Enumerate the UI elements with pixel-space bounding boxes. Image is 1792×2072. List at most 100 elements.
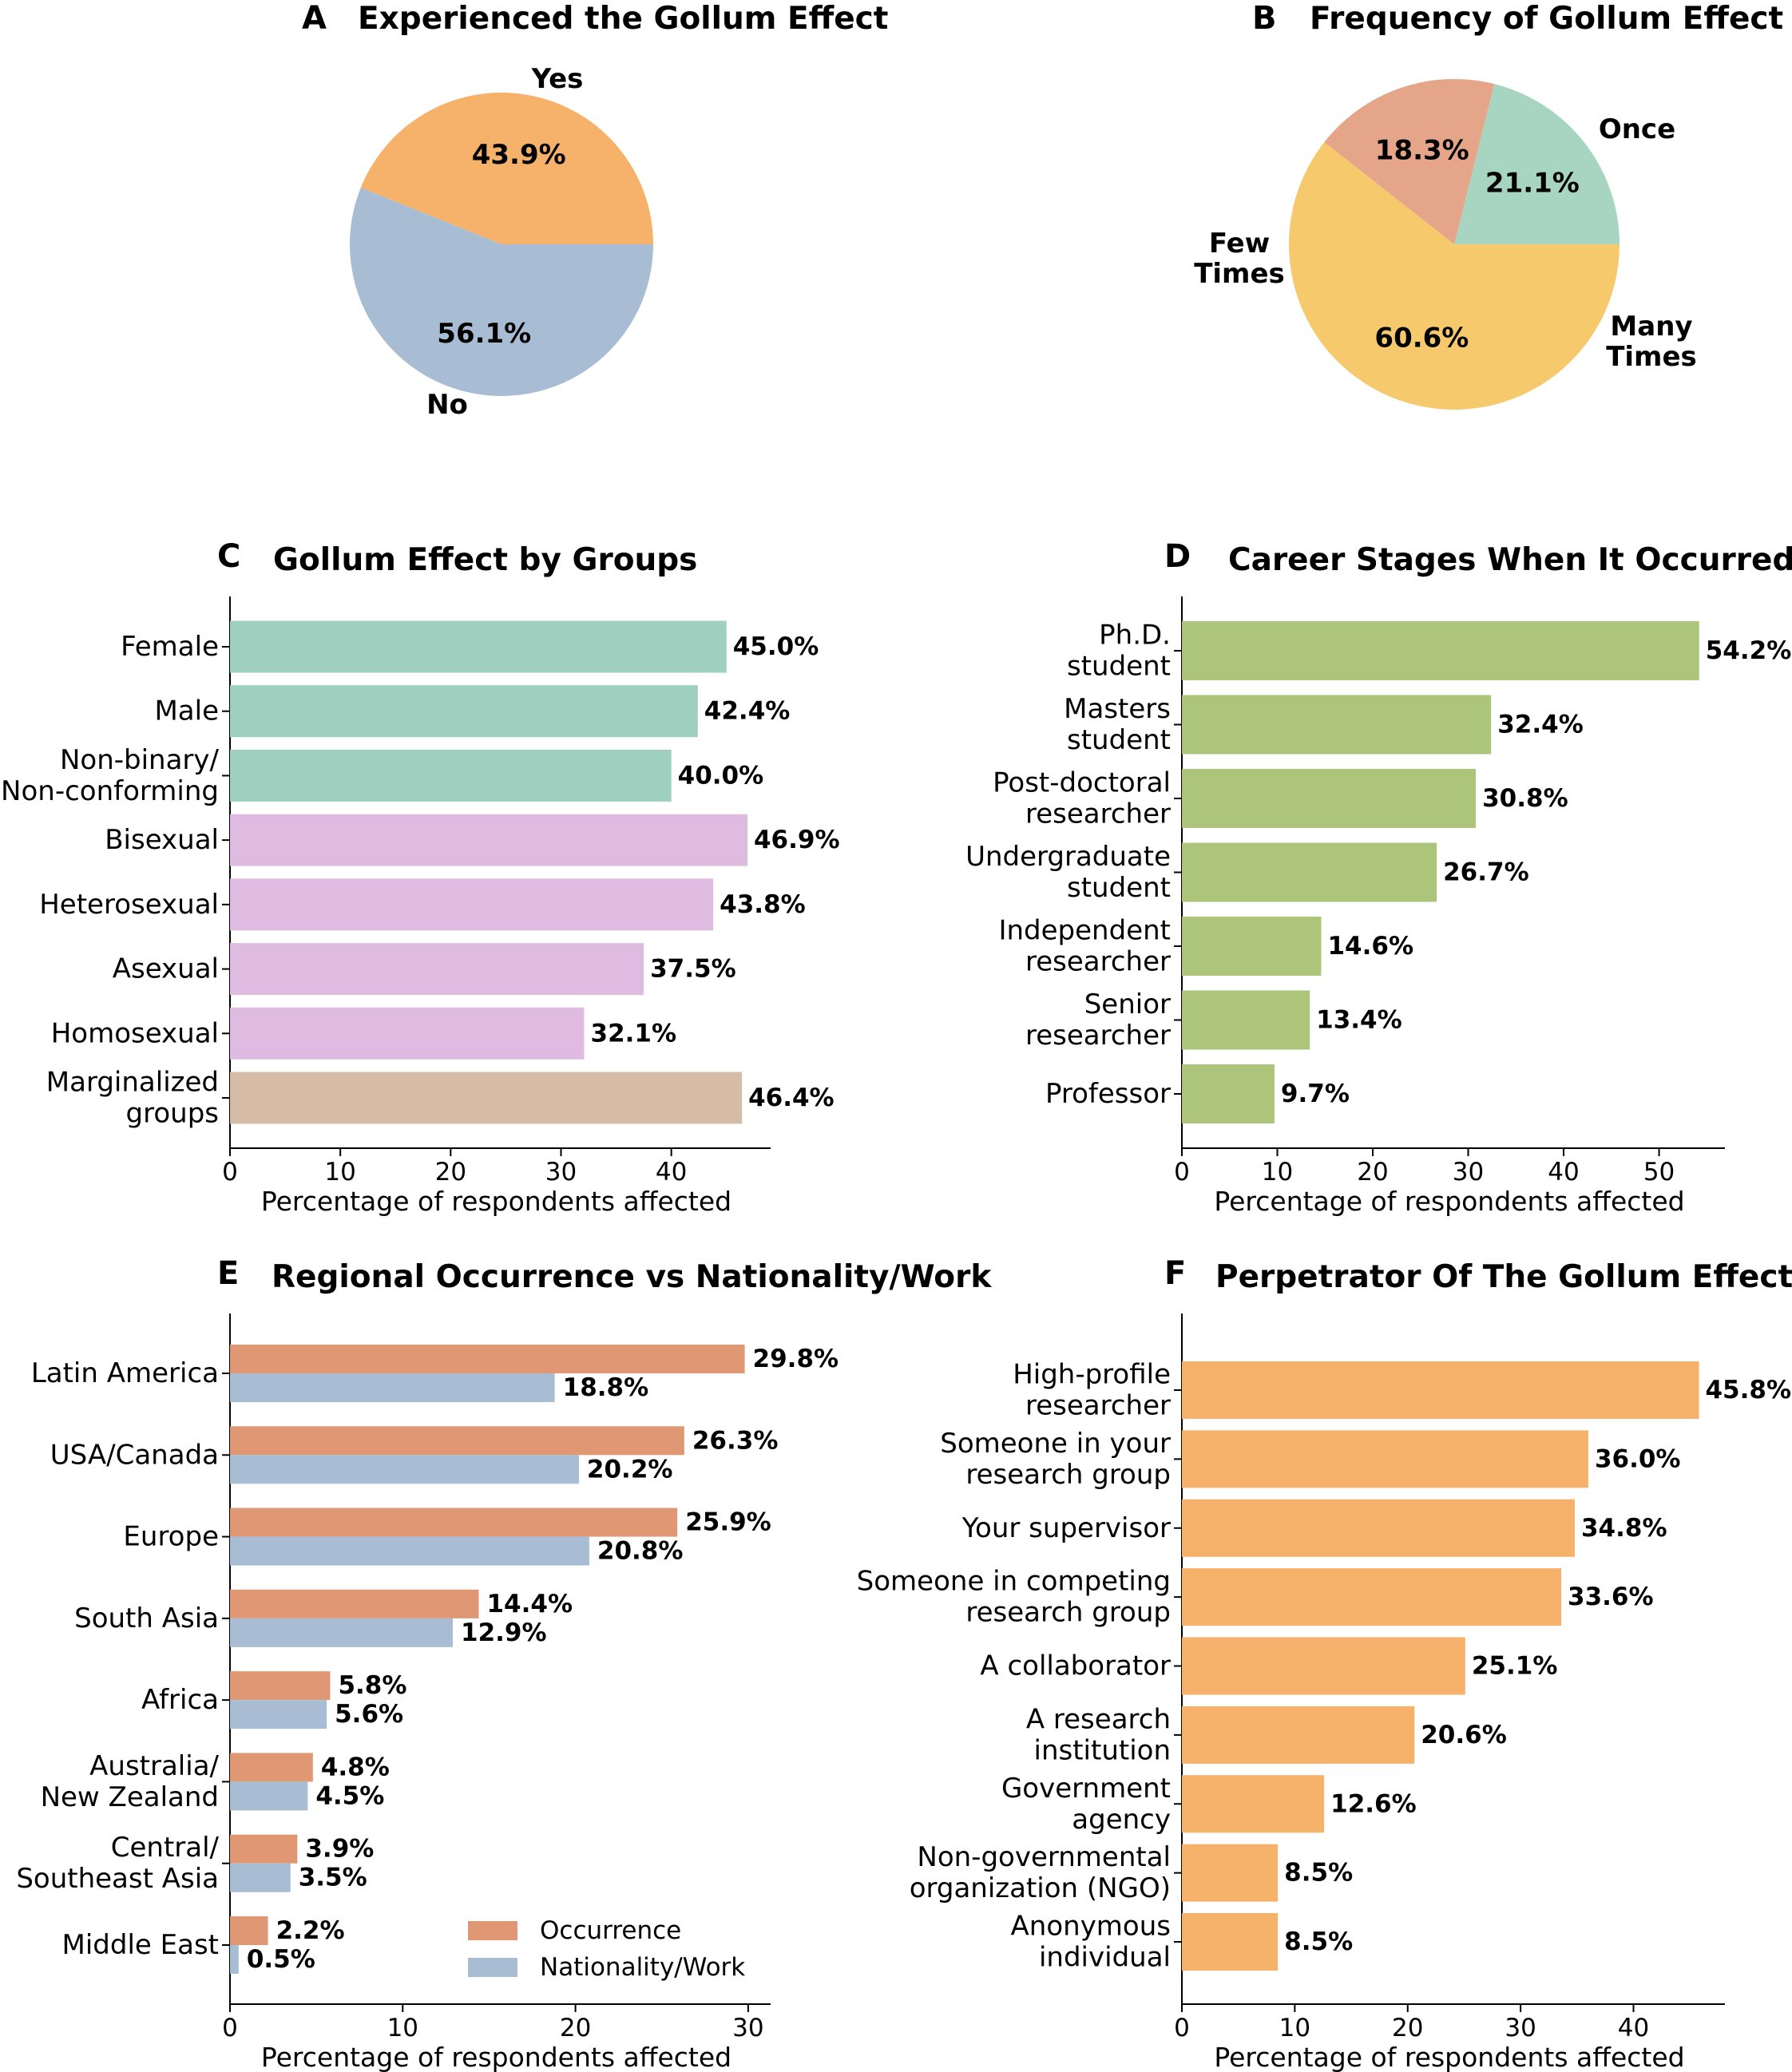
x-tick-label: 40 — [656, 1158, 687, 1187]
bar-a-research-institution — [1182, 1706, 1415, 1764]
pie-category-label-no: No — [426, 389, 468, 421]
category-label-senior-researcher: researcher — [1025, 1020, 1171, 1052]
bar-someone-in-competing-research-group — [1182, 1568, 1562, 1626]
panel-a-title: Experienced the Gollum Effect — [358, 1, 888, 37]
legend-swatch-nationality-work — [468, 1958, 517, 1977]
bar-homosexual — [230, 1007, 585, 1060]
value-label: 46.9% — [754, 826, 840, 854]
value-label: 25.1% — [1472, 1652, 1558, 1681]
panel-c-title: Gollum Effect by Groups — [273, 542, 697, 578]
bar-high-profile-researcher — [1182, 1361, 1699, 1419]
x-tick-label: 10 — [324, 1158, 355, 1187]
pie-slice-yes — [360, 92, 653, 244]
category-label-your-supervisor: Your supervisor — [961, 1512, 1171, 1544]
value-label: 33.6% — [1568, 1583, 1654, 1611]
category-label-marginalized-groups: Marginalized — [46, 1067, 219, 1099]
category-label-male: Male — [154, 695, 219, 727]
pie-category-label-many-times: Times — [1606, 341, 1697, 373]
x-tick-label: 30 — [732, 2014, 763, 2042]
panel-a-pie-chart: A Experienced the Gollum Effect 43.9% Yes… — [302, 0, 888, 421]
x-axis-label: Percentage of respondents affected — [1214, 1186, 1684, 1217]
category-label-masters-student: Masters — [1064, 693, 1171, 725]
value-label-occurrence: 2.2% — [276, 1916, 345, 1945]
x-tick-label: 0 — [1174, 1158, 1190, 1187]
x-tick-label: 0 — [1174, 2014, 1190, 2042]
category-label-latin-america: Latin America — [31, 1357, 219, 1389]
x-tick-label: 0 — [222, 1158, 238, 1187]
bar-occurrence-usa-canada — [230, 1426, 684, 1456]
category-label-usa-canada: USA/Canada — [50, 1439, 219, 1471]
panel-d-letter: D — [1164, 538, 1191, 575]
panel-a-letter: A — [302, 0, 327, 37]
value-label: 34.8% — [1581, 1514, 1667, 1543]
value-label: 26.7% — [1443, 858, 1529, 887]
bar-post-doctoral-researcher — [1182, 769, 1477, 828]
category-label-independent-researcher: Independent — [998, 915, 1171, 947]
x-tick-label: 30 — [1453, 1158, 1484, 1187]
x-tick-label: 20 — [435, 1158, 466, 1187]
value-label: 9.7% — [1281, 1080, 1350, 1108]
category-label-someone-in-your-research-group: Someone in your — [940, 1428, 1171, 1460]
category-label-ph-d-student: student — [1067, 651, 1171, 683]
category-label-independent-researcher: researcher — [1025, 946, 1171, 978]
panel-d-bar-chart: D Career Stages When It Occurred 0 10 20 30… — [965, 538, 1792, 1217]
value-label-occurrence: 4.8% — [321, 1753, 390, 1781]
category-label-someone-in-competing-research-group: research group — [965, 1597, 1171, 1629]
category-label-masters-student: student — [1067, 724, 1171, 756]
x-tick-label: 40 — [1548, 1158, 1579, 1187]
bar-nationality-work-europe — [230, 1536, 589, 1566]
bar-bisexual — [230, 814, 747, 866]
category-label-anonymous-individual: individual — [1039, 1942, 1171, 1974]
value-label-nationality-work: 20.8% — [597, 1537, 684, 1566]
pie-pct-label-once: 21.1% — [1485, 168, 1580, 200]
bar-nationality-work-latin-america — [230, 1373, 555, 1402]
category-label-high-profile-researcher: researcher — [1025, 1390, 1171, 1422]
bar-nationality-work-south-asia — [230, 1618, 454, 1647]
category-label-a-research-institution: A research — [1026, 1703, 1171, 1735]
pie-category-label-yes: Yes — [531, 63, 584, 95]
category-label-asexual: Asexual — [113, 953, 219, 985]
category-label-europe: Europe — [123, 1521, 219, 1553]
bar-heterosexual — [230, 878, 714, 931]
value-label: 40.0% — [678, 761, 764, 790]
x-tick-label: 10 — [1279, 2014, 1310, 2042]
pie-slice-many-times — [1324, 79, 1495, 244]
bar-occurrence-europe — [230, 1507, 678, 1537]
pie-pct-label-no: 56.1% — [437, 318, 531, 350]
bar-nationality-work-middle-east — [230, 1945, 239, 1974]
bar-senior-researcher — [1182, 990, 1310, 1050]
value-label: 42.4% — [704, 697, 791, 726]
legend: Occurrence Nationality/Work — [468, 1916, 745, 1982]
bar-nationality-work-central-southeast-asia — [230, 1863, 291, 1892]
pie-slice-once — [1454, 84, 1620, 244]
value-label: 37.5% — [650, 955, 736, 984]
value-label-occurrence: 14.4% — [486, 1590, 573, 1618]
category-label-high-profile-researcher: High-profile — [1013, 1359, 1171, 1391]
pie-slice-no — [350, 187, 653, 396]
pie-category-label-once: Once — [1599, 113, 1675, 145]
x-tick-label: 0 — [222, 2014, 238, 2042]
value-label-nationality-work: 5.6% — [335, 1700, 403, 1729]
x-tick-label: 40 — [1618, 2014, 1649, 2042]
category-label-someone-in-your-research-group: research group — [965, 1459, 1171, 1491]
pie-category-label-few-times: Few — [1209, 228, 1270, 259]
value-label: 8.5% — [1284, 1927, 1353, 1956]
pie-a-slices: 43.9% Yes 56.1% No — [350, 63, 653, 421]
bar-occurrence-australia-new-zealand — [230, 1753, 313, 1782]
value-label: 30.8% — [1482, 784, 1568, 813]
bar-marginalized-groups — [230, 1072, 743, 1124]
category-label-government-agency: agency — [1072, 1804, 1171, 1836]
value-label: 46.4% — [748, 1084, 835, 1112]
panel-f-title: Perpetrator Of The Gollum Effect — [1215, 1259, 1792, 1295]
category-label-undergraduate-student: student — [1067, 872, 1171, 904]
bar-nationality-work-usa-canada — [230, 1455, 579, 1484]
bar-occurrence-central-southeast-asia — [230, 1834, 298, 1864]
category-label-marginalized-groups: groups — [126, 1098, 219, 1130]
legend-label-nationality-work: Nationality/Work — [540, 1953, 745, 1982]
category-label-homosexual: Homosexual — [51, 1017, 219, 1049]
category-label-anonymous-individual: Anonymous — [1011, 1911, 1171, 1943]
category-label-ph-d-student: Ph.D. — [1099, 620, 1171, 652]
